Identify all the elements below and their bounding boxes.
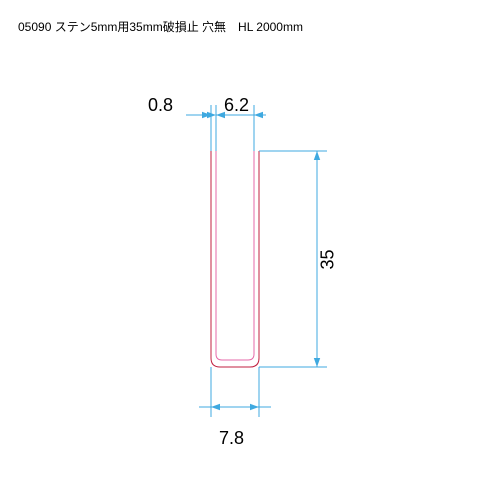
dimension-label-thickness: 0.8 [148, 95, 173, 116]
dimension-label-height: 35 [318, 249, 339, 269]
profile-inner [216, 151, 254, 360]
dimension-label-inner-width: 6.2 [224, 95, 249, 116]
profile-outer [211, 151, 259, 367]
dimension-label-outer-width: 7.8 [219, 428, 244, 449]
drawing-title: 05090 ステン5mm用35mm破損止 穴無 HL 2000mm [18, 18, 303, 35]
